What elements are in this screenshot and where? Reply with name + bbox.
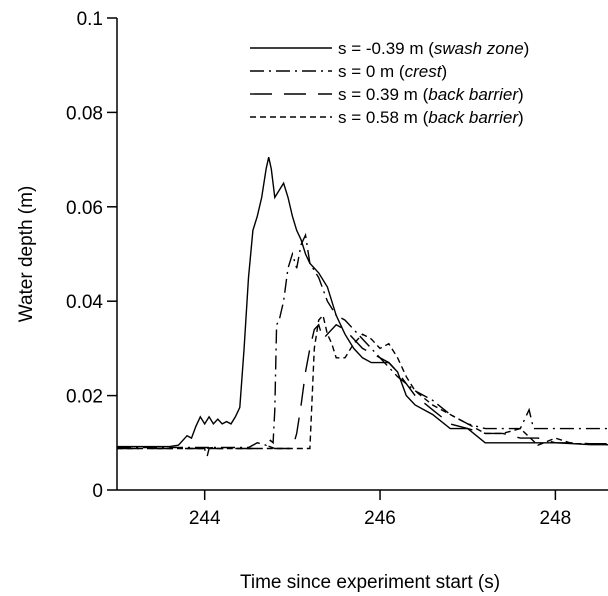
series-line-1 xyxy=(117,157,608,448)
x-axis-title: Time since experiment start (s) xyxy=(240,572,500,593)
legend: s = -0.39 m (swash zone) s = 0 m (crest) s… xyxy=(250,39,529,127)
plot-area xyxy=(116,18,608,491)
y-axis-title: Water depth (m) xyxy=(16,186,37,323)
y-tick-label: 0 xyxy=(92,481,103,502)
legend-label-4: s = 0.58 m (back barrier) xyxy=(338,108,524,127)
x-tick-label: 244 xyxy=(189,508,221,529)
series-line-3 xyxy=(117,323,608,460)
y-tick-label: 0.08 xyxy=(66,103,103,124)
axis-ticks: 0 0.02 0.04 0.06 0.08 0.1 244 246 248 xyxy=(66,9,571,529)
series-line-2 xyxy=(117,232,608,449)
y-tick-label: 0.1 xyxy=(77,9,103,30)
legend-label-2: s = 0 m (crest) xyxy=(338,62,447,81)
legend-label-3: s = 0.39 m (back barrier) xyxy=(338,85,524,104)
y-tick-label: 0.04 xyxy=(66,292,103,313)
y-tick-label: 0.06 xyxy=(66,198,103,219)
series-layer xyxy=(117,157,608,460)
x-tick-label: 246 xyxy=(364,508,396,529)
y-tick-label: 0.02 xyxy=(66,387,103,408)
legend-label-1: s = -0.39 m (swash zone) xyxy=(338,39,529,58)
series-line-4 xyxy=(117,313,608,450)
x-tick-label: 248 xyxy=(540,508,572,529)
